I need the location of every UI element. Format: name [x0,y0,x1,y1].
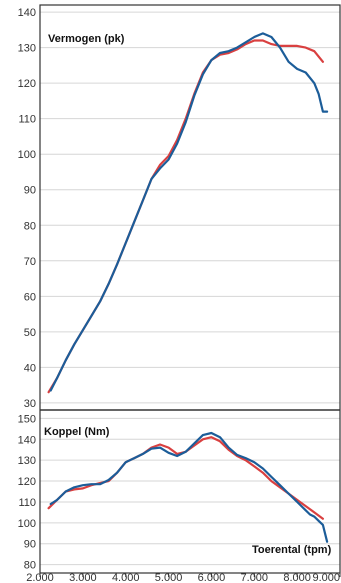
power-y-tick-label: 70 [24,256,36,268]
x-tick-label: 5.000 [155,572,183,583]
x-tick-label: 6.000 [198,572,226,583]
x-tick-label: 8.000 [283,572,311,583]
power-series-line-1 [47,39,324,394]
power-series-line-2 [49,32,329,392]
power-y-tick-label: 130 [18,43,36,55]
torque-series-line-1 [47,436,324,520]
power-y-tick-label: 120 [18,78,36,90]
torque-y-tick-label: 150 [18,413,36,425]
torque-series-line-2 [49,431,329,543]
power-y-tick-label: 60 [24,291,36,303]
power-series [47,32,329,394]
torque-series [47,431,329,543]
x-tick-label: 4.000 [112,572,140,583]
torque-y-tick-label: 140 [18,434,36,446]
torque-y-tick-label: 120 [18,476,36,488]
torque-y-tick-label: 130 [18,455,36,467]
power-y-tick-label: 140 [18,7,36,19]
power-y-axis-ticks: 30 40 50 60 70 80 90 100 110 120 130 140 [18,7,36,410]
torque-y-axis-ticks: 80 90 100 110 120 130 140 150 [18,413,36,571]
power-y-tick-label: 110 [18,114,36,126]
power-y-tick-label: 50 [24,327,36,339]
x-tick-label: 2.000 [26,572,54,583]
x-axis-ticks: 2.000 3.000 4.000 5.000 6.000 7.000 8.000 9.000 [26,572,341,583]
torque-panel-grid [40,417,340,566]
torque-y-tick-label: 90 [24,539,36,551]
power-y-tick-label: 90 [24,185,36,197]
x-axis-title: Toerental (tpm) [252,544,332,556]
power-panel-title: Vermogen (pk) [48,33,125,45]
torque-y-tick-label: 80 [24,560,36,572]
x-tick-label: 7.000 [241,572,269,583]
power-y-tick-label: 100 [18,149,36,161]
power-y-tick-label: 30 [24,398,36,410]
torque-y-tick-label: 110 [18,497,36,509]
power-y-tick-label: 40 [24,362,36,374]
power-y-tick-label: 80 [24,220,36,232]
plot-frame [39,4,341,574]
x-tick-label: 3.000 [69,572,97,583]
torque-y-tick-label: 100 [18,518,36,530]
torque-panel-title: Koppel (Nm) [44,426,110,438]
power-panel-grid [40,11,340,404]
x-tick-label: 9.000 [312,572,340,583]
